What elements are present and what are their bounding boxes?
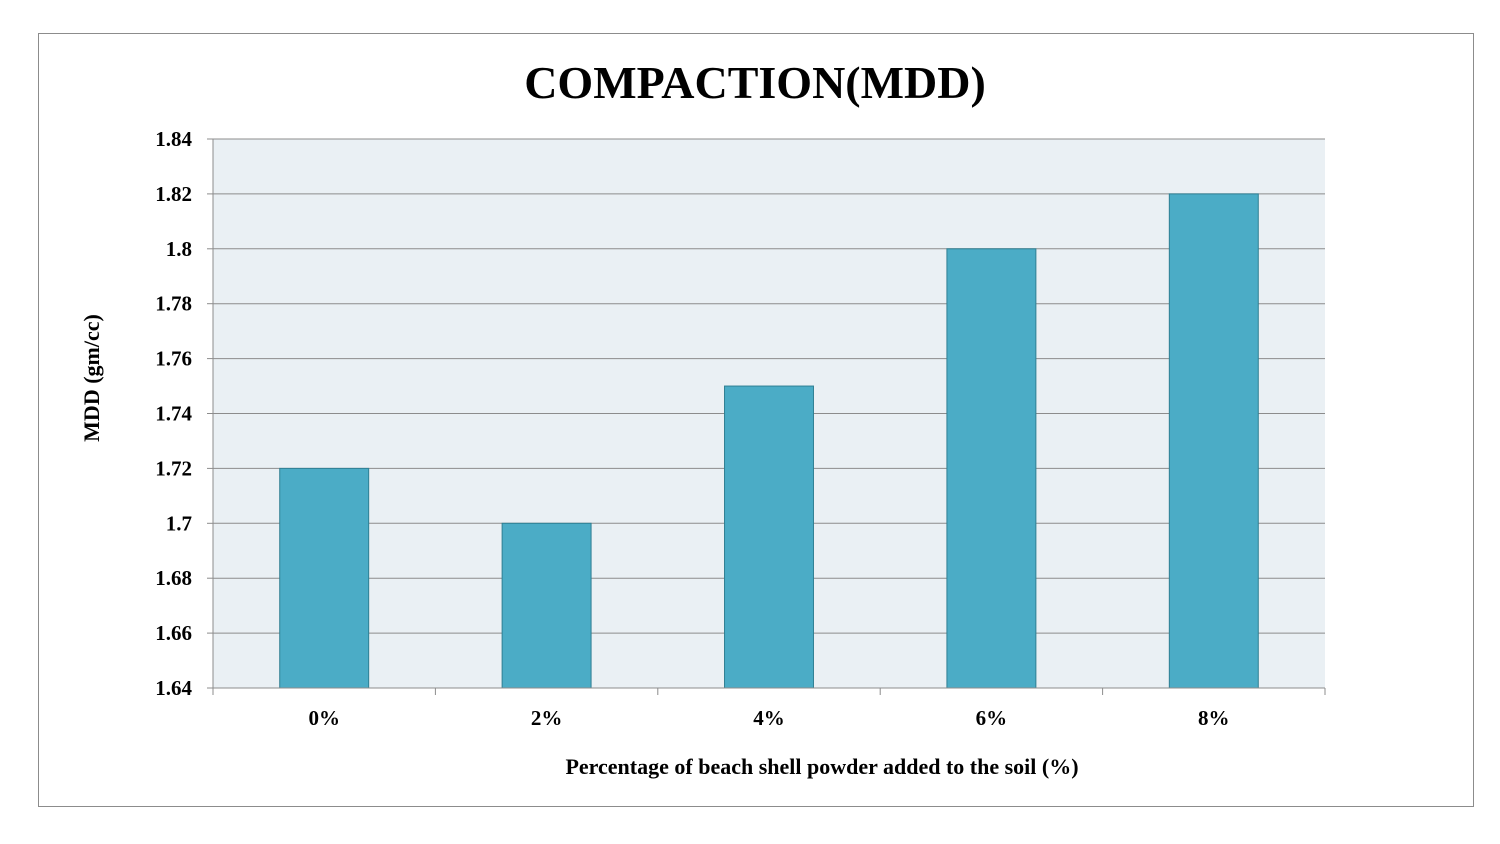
x-tick-label: 6% [976, 706, 1008, 730]
bar [1168, 193, 1259, 689]
y-tick-label: 1.84 [155, 127, 192, 151]
bars [279, 193, 1259, 689]
y-tick-label: 1.8 [166, 237, 192, 261]
y-tick-label: 1.66 [155, 621, 192, 645]
x-tick-label: 2% [531, 706, 563, 730]
y-tick-label: 1.74 [155, 402, 192, 426]
x-tick-label: 0% [308, 706, 340, 730]
bar [724, 385, 814, 689]
bar [501, 522, 592, 689]
y-axis-label: MDD (gm/cc) [79, 314, 104, 442]
bar [279, 467, 370, 689]
y-tick-label: 1.78 [155, 292, 192, 316]
y-tick-label: 1.68 [155, 566, 192, 590]
y-axis-ticks: 1.64 1.66 1.68 1.7 1.72 1.74 1.76 1.78 1.8 1.82 1.… [155, 127, 192, 700]
y-tick-label: 1.82 [155, 182, 192, 206]
axes [207, 138, 1326, 695]
y-tick-label: 1.7 [166, 511, 192, 535]
y-tick-label: 1.72 [155, 456, 192, 480]
y-tick-label: 1.64 [155, 676, 192, 700]
x-axis-label: Percentage of beach shell powder added t… [565, 754, 1078, 779]
x-tick-label: 4% [753, 706, 785, 730]
bar [946, 248, 1037, 689]
chart-title: COMPACTION(MDD) [524, 57, 986, 108]
y-tick-label: 1.76 [155, 347, 192, 371]
x-tick-label: 8% [1198, 706, 1230, 730]
x-axis-ticks: 0% 2% 4% 6% 8% [308, 706, 1229, 730]
